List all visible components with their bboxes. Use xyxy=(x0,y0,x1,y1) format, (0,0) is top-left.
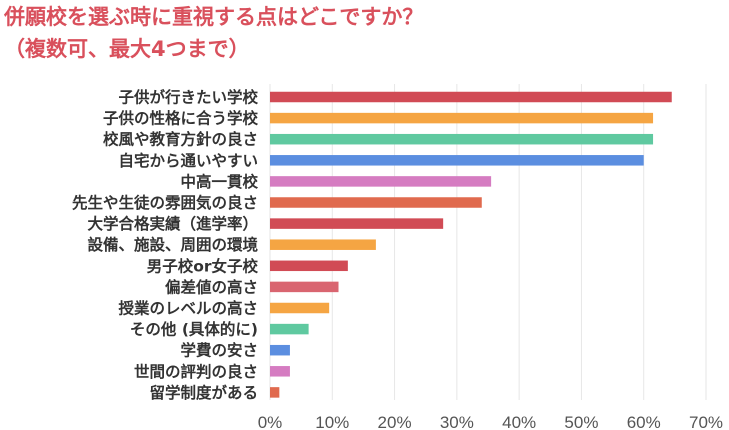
bar xyxy=(270,302,330,314)
x-tick-label: 0% xyxy=(258,413,283,430)
category-label: 男子校or女子校 xyxy=(147,256,259,275)
x-tick-label: 70% xyxy=(689,413,723,430)
category-label: 校風や教育方針の良さ xyxy=(103,130,258,149)
category-label: 世間の評判の良さ xyxy=(134,362,258,381)
bar xyxy=(270,112,654,124)
category-label: 自宅から通いやすい xyxy=(118,151,258,170)
bar xyxy=(270,91,672,103)
category-label: 子供の性格に合う学校 xyxy=(103,109,259,128)
x-tick-label: 50% xyxy=(564,413,598,430)
bar xyxy=(270,155,644,166)
category-labels: 子供が行きたい学校子供の性格に合う学校校風や教育方針の良さ自宅から通いやすい中高… xyxy=(72,88,259,402)
x-tick-label: 30% xyxy=(440,413,474,430)
category-label: その他 (具体的に) xyxy=(130,320,258,339)
bar xyxy=(270,239,376,250)
bar xyxy=(270,387,280,398)
bar xyxy=(270,197,482,208)
bars xyxy=(270,91,672,398)
chart-title-line-1: 併願校を選ぶ時に重視する点はどこですか？ xyxy=(4,5,424,29)
category-label: 中高一貫校 xyxy=(180,172,258,191)
category-label: 学費の安さ xyxy=(180,341,258,360)
category-label: 偏差値の高さ xyxy=(165,277,258,296)
category-label: 留学制度がある xyxy=(149,383,258,402)
chart-title-line-2: （複数可、最大4つまで） xyxy=(4,37,250,61)
bar xyxy=(270,218,444,229)
category-label: 先生や生徒の雰囲気の良さ xyxy=(72,193,258,212)
category-label: 大学合格実績（進学率） xyxy=(87,214,258,233)
bar xyxy=(270,366,290,377)
bar xyxy=(270,133,654,145)
x-tick-label: 10% xyxy=(315,413,349,430)
bar xyxy=(270,260,348,272)
x-axis-tick-labels: 0% 10% 20% 30% 40% 50% 60% 70% xyxy=(258,413,723,430)
category-label: 授業のレベルの高さ xyxy=(118,299,258,318)
bar xyxy=(270,176,492,187)
category-label: 設備、施設、周囲の環境 xyxy=(87,235,258,254)
x-tick-label: 20% xyxy=(378,413,412,430)
bar xyxy=(270,281,339,293)
x-tick-label: 40% xyxy=(502,413,536,430)
category-label: 子供が行きたい学校 xyxy=(118,88,258,107)
bar xyxy=(270,323,309,335)
x-tick-label: 60% xyxy=(627,413,661,430)
bar xyxy=(270,344,290,356)
